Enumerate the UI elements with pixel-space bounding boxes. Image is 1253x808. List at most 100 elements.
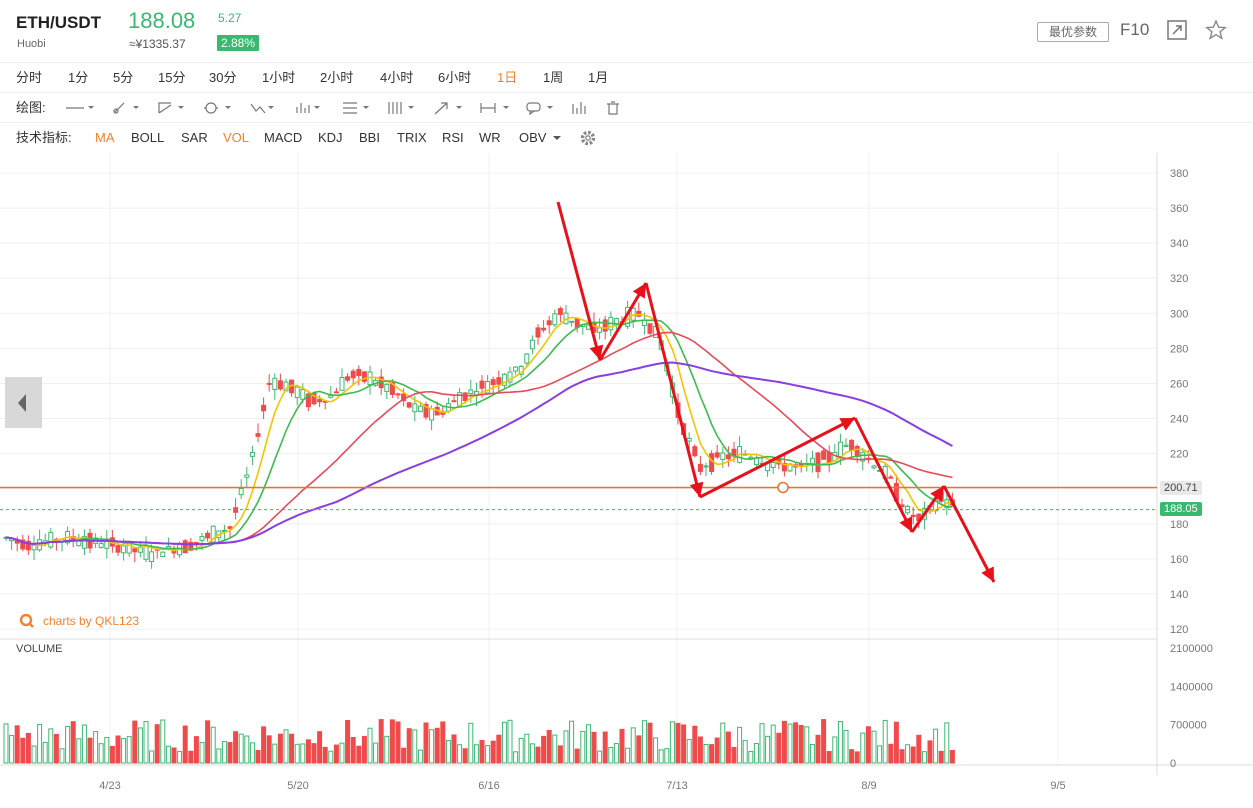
period-tab[interactable]: 1分: [68, 70, 89, 85]
indicator-rsi[interactable]: RSI: [442, 130, 464, 145]
volume-bar: [143, 720, 149, 764]
indicator-sar[interactable]: SAR: [181, 130, 208, 145]
indicator-boll[interactable]: BOLL: [131, 130, 165, 145]
pattern-tool-icon[interactable]: [296, 103, 320, 113]
indicator-ma[interactable]: MA: [95, 130, 115, 145]
candle-body: [115, 545, 121, 553]
volume-bar: [669, 721, 675, 764]
best-params-button[interactable]: 最优参数: [1037, 22, 1109, 42]
volume-bar: [837, 721, 843, 764]
volume-bar: [3, 723, 9, 764]
volume-bar: [277, 733, 283, 764]
period-tab[interactable]: 6小时: [438, 70, 472, 85]
chevron-down-icon[interactable]: [552, 134, 562, 142]
indicator-wr[interactable]: WR: [479, 130, 501, 145]
volume-bar: [350, 737, 356, 764]
volume-bar: [647, 722, 653, 764]
volume-bar: [641, 720, 647, 764]
volume-bar: [793, 722, 799, 764]
wave-tool-icon[interactable]: [250, 103, 274, 114]
candle-body: [350, 370, 356, 379]
scroll-left-button[interactable]: [5, 377, 42, 428]
volume-bar: [87, 737, 93, 764]
volume-bar: [126, 736, 132, 764]
volume-bar: [48, 728, 54, 764]
indicator-bbi[interactable]: BBI: [359, 130, 380, 145]
bars-tool-icon[interactable]: [572, 102, 586, 114]
candle-body: [205, 532, 211, 539]
f10-button[interactable]: F10: [1120, 20, 1150, 39]
symbol-title: ETH/USDT: [16, 13, 101, 32]
comment-tool-icon[interactable]: [526, 102, 553, 116]
line-tool-icon[interactable]: [66, 106, 94, 109]
indicator-kdj[interactable]: KDJ: [318, 130, 343, 145]
candle-body: [294, 386, 300, 399]
fullscreen-icon[interactable]: [1166, 19, 1188, 41]
volume-bar: [311, 743, 317, 764]
indicator-trix[interactable]: TRIX: [397, 130, 427, 145]
volume-bar: [933, 728, 939, 764]
volume-bar: [177, 751, 183, 764]
volume-bar: [37, 723, 43, 764]
period-tab[interactable]: 1日: [497, 70, 518, 85]
period-tab[interactable]: 1月: [588, 70, 609, 85]
measure-tool-icon[interactable]: [480, 103, 509, 113]
candle-body: [647, 323, 653, 334]
x-tick-label: 5/20: [287, 780, 308, 792]
period-tab[interactable]: 5分: [113, 70, 134, 85]
period-tab[interactable]: 分时: [16, 70, 43, 85]
candle-body: [249, 451, 255, 457]
volume-bar: [31, 745, 37, 764]
candle-body: [356, 368, 362, 377]
candle-body: [597, 327, 603, 333]
volume-bar: [871, 730, 877, 764]
fib-tool-icon[interactable]: [343, 102, 369, 114]
current-price-tag: 188.05: [1160, 502, 1202, 516]
candle-body: [462, 392, 468, 402]
period-tab[interactable]: 15分: [158, 70, 186, 85]
favorite-star-icon[interactable]: [1205, 19, 1227, 41]
volume-bar: [289, 733, 295, 764]
settings-gear-icon[interactable]: [579, 129, 597, 147]
indicator-macd[interactable]: MACD: [264, 130, 303, 145]
candle-body: [406, 402, 412, 408]
pen-tool-icon[interactable]: [113, 102, 139, 114]
volume-bar: [345, 719, 351, 764]
candle-body: [753, 457, 759, 466]
period-tab[interactable]: 30分: [209, 70, 237, 85]
volume-bar: [569, 720, 575, 764]
volume-bar: [759, 723, 765, 764]
volume-bar: [333, 744, 339, 764]
candle-body: [395, 393, 401, 396]
y-tick-label: 160: [1170, 554, 1188, 566]
candle-body: [524, 353, 530, 364]
indicator-vol[interactable]: VOL: [223, 130, 250, 145]
price-chart[interactable]: 3803603403203002802602402202001801601401…: [0, 153, 1253, 808]
volume-bar: [485, 745, 491, 764]
period-tab[interactable]: 1小时: [262, 70, 296, 85]
candle-body: [423, 404, 429, 418]
volume-bar: [776, 732, 782, 764]
trash-icon[interactable]: [607, 101, 619, 115]
candle-body: [709, 453, 715, 473]
candle-body: [48, 532, 54, 548]
period-tab[interactable]: 4小时: [380, 70, 414, 85]
candle-body: [546, 320, 552, 326]
indicator-obv[interactable]: OBV: [519, 130, 547, 145]
volume-bar: [949, 749, 955, 764]
period-tab[interactable]: 2小时: [320, 70, 354, 85]
candle-body: [507, 371, 513, 383]
ray-tool-icon[interactable]: [158, 102, 184, 114]
volume-bar: [832, 736, 838, 764]
candle-body: [843, 444, 849, 447]
volume-bar: [132, 720, 138, 764]
y-tick-label: 220: [1170, 449, 1188, 461]
arrow-tool-icon[interactable]: [434, 102, 462, 115]
channel-tool-icon[interactable]: [388, 102, 414, 114]
volume-bar: [496, 734, 502, 764]
volume-bar: [395, 721, 401, 764]
period-tab[interactable]: 1周: [543, 70, 564, 85]
volume-bar: [563, 730, 569, 764]
circle-tool-icon[interactable]: [204, 102, 231, 114]
x-tick-label: 4/23: [99, 780, 120, 792]
